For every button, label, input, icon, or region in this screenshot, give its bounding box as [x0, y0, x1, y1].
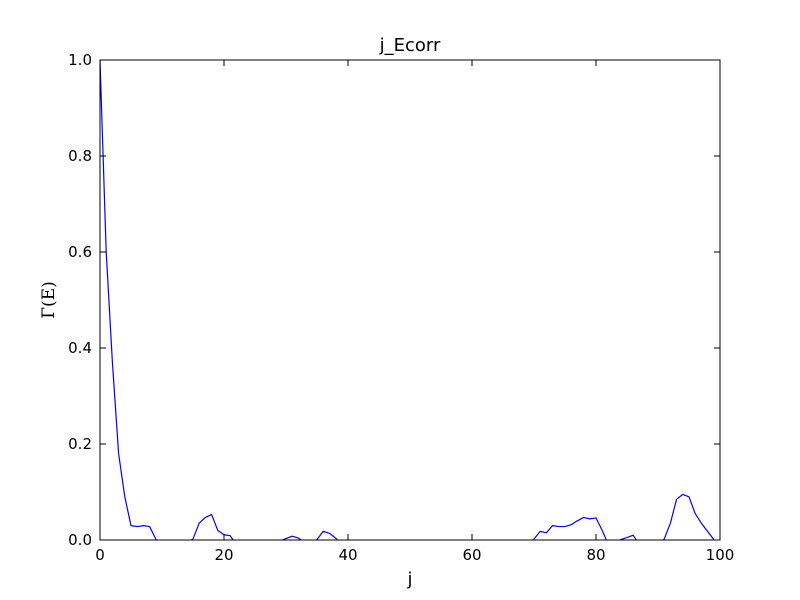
x-tick-label: 40	[338, 546, 357, 564]
y-tick-label: 1.0	[68, 51, 92, 69]
y-tick-label: 0.4	[68, 339, 92, 357]
y-axis-label: Γ(E)	[39, 281, 59, 318]
x-tick-label: 20	[214, 546, 233, 564]
y-tick-label: 0.8	[68, 147, 92, 165]
x-tick-label: 80	[586, 546, 605, 564]
y-tick-label: 0.0	[68, 531, 92, 549]
y-tick-label: 0.2	[68, 435, 92, 453]
y-tick-label: 0.6	[68, 243, 92, 261]
series-line	[100, 60, 715, 540]
plot-frame	[99, 59, 721, 541]
x-tick-label: 100	[706, 546, 735, 564]
chart-title: j_Ecorr	[379, 35, 441, 56]
x-tick-label: 0	[95, 546, 105, 564]
x-tick-label: 60	[462, 546, 481, 564]
x-axis-label: j	[406, 569, 412, 590]
